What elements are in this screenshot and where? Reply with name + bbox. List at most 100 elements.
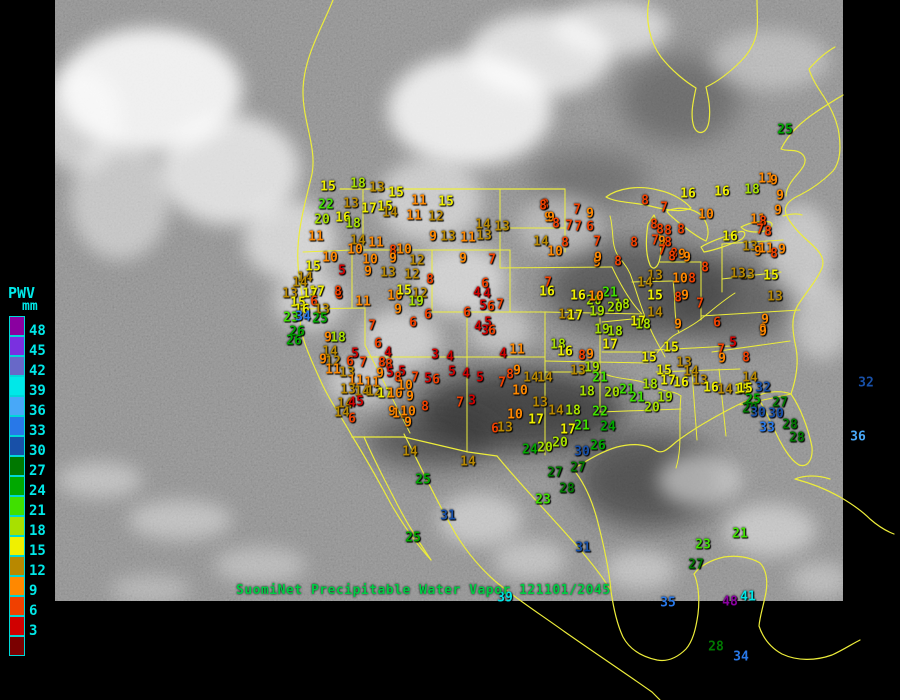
- station-pwv-value: 11: [308, 229, 324, 245]
- station-pwv-value: 6: [713, 315, 721, 331]
- station-pwv-value: 15: [438, 194, 454, 210]
- station-pwv-value: 15: [396, 283, 412, 299]
- station-pwv-value: 21: [592, 370, 608, 386]
- colorbar-tick-label: 12: [29, 563, 46, 579]
- station-pwv-value: 9: [544, 210, 552, 226]
- station-pwv-value: 14: [460, 454, 476, 470]
- station-pwv-value: 9: [389, 251, 397, 267]
- station-pwv-value: 11: [364, 375, 380, 391]
- station-pwv-value: 23: [695, 537, 711, 553]
- station-pwv-value: 18: [345, 216, 361, 232]
- map-borders: [296, 0, 895, 700]
- station-pwv-value: 9: [683, 250, 691, 266]
- station-pwv-value: 10: [507, 407, 523, 423]
- colorbar-swatch: [9, 616, 25, 636]
- station-pwv-value: 5: [338, 263, 346, 279]
- station-pwv-value: 23: [283, 310, 299, 326]
- station-pwv-value: 4: [483, 286, 491, 302]
- colorbar-tick-label: 42: [29, 363, 46, 379]
- station-pwv-value: 9: [319, 352, 327, 368]
- station-pwv-value: 22: [318, 197, 334, 213]
- station-pwv-value: 9: [778, 242, 786, 258]
- station-pwv-value: 10: [547, 244, 563, 260]
- station-pwv-value: 11: [406, 208, 422, 224]
- station-pwv-value: 7: [368, 318, 376, 334]
- colorbar-swatch: [9, 456, 25, 476]
- station-pwv-value: 15: [305, 259, 321, 275]
- station-pwv-value: 11: [460, 230, 476, 246]
- station-pwv-value: 8: [334, 284, 342, 300]
- station-pwv-value: 9: [761, 312, 769, 328]
- station-pwv-value: 9: [759, 324, 767, 340]
- station-pwv-value: 13: [739, 267, 755, 283]
- station-pwv-value: 14: [475, 217, 491, 233]
- station-pwv-value: 23: [535, 492, 551, 508]
- station-pwv-value: 9: [674, 317, 682, 333]
- station-pwv-value: 19: [594, 322, 610, 338]
- station-pwv-value: 17: [377, 386, 393, 402]
- station-pwv-value: 5: [729, 335, 737, 351]
- station-pwv-value: 8: [389, 243, 397, 259]
- colorbar-tick-label: 18: [29, 523, 46, 539]
- station-pwv-value: 16: [673, 375, 689, 391]
- station-pwv-value: 9: [678, 247, 686, 263]
- station-pwv-value: 10: [347, 242, 363, 258]
- station-pwv-value: 5: [479, 298, 487, 314]
- station-pwv-value: 8: [378, 355, 386, 371]
- station-pwv-value: 13: [369, 180, 385, 196]
- station-pwv-value: 14: [533, 234, 549, 250]
- station-pwv-value: 12: [412, 286, 428, 302]
- station-pwv-value: 8: [688, 271, 696, 287]
- station-pwv-value: 5: [448, 364, 456, 380]
- station-pwv-value: 33: [759, 420, 775, 436]
- station-pwv-value: 20: [604, 385, 620, 401]
- station-pwv-value: 14: [334, 405, 350, 421]
- station-pwv-value: 32: [858, 375, 874, 391]
- station-pwv-value: 36: [850, 429, 866, 445]
- colorbar-swatch: [9, 476, 25, 496]
- station-pwv-value: 4: [348, 395, 356, 411]
- station-pwv-value: 7: [456, 395, 464, 411]
- station-pwv-value: 25: [405, 530, 421, 546]
- colorbar-title: PWV: [8, 284, 36, 302]
- station-pwv-value: 13: [282, 286, 298, 302]
- station-pwv-value: 9: [324, 330, 332, 346]
- station-pwv-value: 7: [756, 222, 764, 238]
- station-pwv-value: 21: [602, 285, 618, 301]
- station-pwv-value: 10: [512, 383, 528, 399]
- station-pwv-value: 9: [404, 415, 412, 431]
- station-pwv-value: 8: [539, 198, 547, 214]
- station-pwv-value: 13: [340, 382, 356, 398]
- station-pwv-value: 17: [567, 308, 583, 324]
- station-pwv-value: 14: [382, 205, 398, 221]
- station-pwv-value: 30: [750, 405, 766, 421]
- station-pwv-value: 9: [593, 255, 601, 271]
- station-pwv-value: 5: [424, 371, 432, 387]
- station-pwv-value: 7: [359, 355, 367, 371]
- lake-huron: [666, 207, 709, 242]
- station-pwv-value: 14: [322, 344, 338, 360]
- station-pwv-value: 8: [614, 254, 622, 270]
- station-pwv-value: 9: [376, 366, 384, 382]
- station-pwv-value: 9: [586, 206, 594, 222]
- station-pwv-value: 15: [641, 350, 657, 366]
- colorbar-tick-label: 45: [29, 343, 46, 359]
- station-pwv-value: 20: [607, 300, 623, 316]
- station-pwv-value: 21: [574, 418, 590, 434]
- station-pwv-value: 25: [745, 392, 761, 408]
- station-pwv-value: 6: [310, 294, 318, 310]
- station-pwv-value: 11: [411, 193, 427, 209]
- station-pwv-value: 8: [670, 246, 678, 262]
- lake-ontario: [740, 220, 773, 233]
- station-pwv-value: 5: [484, 315, 492, 331]
- station-pwv-value: 18: [635, 317, 651, 333]
- florida-peninsula: [756, 391, 813, 467]
- gulf-coast: [572, 393, 763, 592]
- station-pwv-value: 20: [314, 212, 330, 228]
- station-pwv-value: 9: [658, 234, 666, 250]
- station-pwv-value: 10: [397, 378, 413, 394]
- station-pwv-value: 11: [325, 362, 341, 378]
- station-pwv-value: 13: [339, 365, 355, 381]
- station-pwv-value: 4: [473, 285, 481, 301]
- station-pwv-value: 13: [532, 395, 548, 411]
